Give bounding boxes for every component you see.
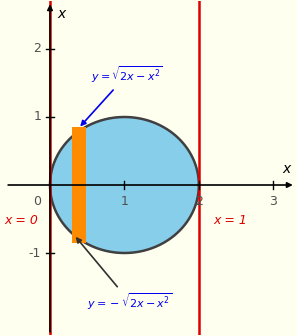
Polygon shape [50,117,199,253]
Text: x: x [282,162,290,176]
Text: 3: 3 [269,195,277,208]
Text: 2: 2 [195,195,203,208]
Text: -1: -1 [29,247,41,259]
Text: 1: 1 [121,195,128,208]
Text: $y = \sqrt{2x - x^2}$: $y = \sqrt{2x - x^2}$ [81,65,163,125]
Bar [72,127,86,243]
Text: x = 0: x = 0 [5,214,39,227]
Text: x: x [57,7,66,21]
Text: $y = -\sqrt{2x - x^2}$: $y = -\sqrt{2x - x^2}$ [77,238,173,312]
Text: x = 1: x = 1 [213,214,247,227]
Text: 2: 2 [33,42,41,55]
Text: 1: 1 [33,111,41,124]
Text: 0: 0 [33,195,41,208]
